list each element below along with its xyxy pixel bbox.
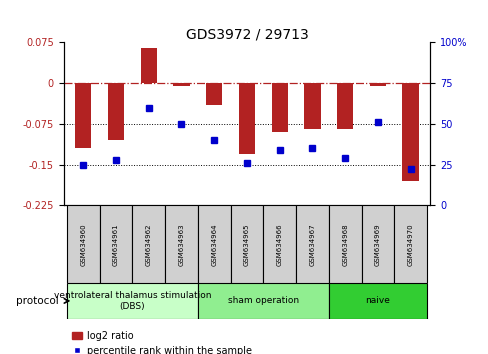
Bar [369, 83, 386, 86]
FancyBboxPatch shape [165, 205, 198, 283]
Text: GSM634965: GSM634965 [244, 223, 249, 266]
Bar [271, 83, 287, 132]
FancyBboxPatch shape [328, 283, 426, 319]
FancyBboxPatch shape [67, 283, 198, 319]
Text: GSM634967: GSM634967 [309, 223, 315, 266]
Text: sham operation: sham operation [227, 296, 298, 306]
Text: GSM634960: GSM634960 [80, 223, 86, 266]
FancyBboxPatch shape [198, 283, 328, 319]
FancyBboxPatch shape [263, 205, 295, 283]
Text: GSM634970: GSM634970 [407, 223, 413, 266]
Bar [107, 83, 124, 140]
FancyBboxPatch shape [100, 205, 132, 283]
Bar [336, 83, 353, 129]
FancyBboxPatch shape [361, 205, 393, 283]
Text: GSM634968: GSM634968 [342, 223, 347, 266]
Bar [238, 83, 255, 154]
Title: GDS3972 / 29713: GDS3972 / 29713 [185, 27, 308, 41]
Legend: log2 ratio, percentile rank within the sample: log2 ratio, percentile rank within the s… [68, 327, 255, 354]
Text: GSM634961: GSM634961 [113, 223, 119, 266]
Bar [304, 83, 320, 129]
Bar [140, 48, 157, 83]
Bar [173, 83, 189, 86]
FancyBboxPatch shape [198, 205, 230, 283]
Text: ventrolateral thalamus stimulation
(DBS): ventrolateral thalamus stimulation (DBS) [54, 291, 211, 310]
Text: GSM634966: GSM634966 [276, 223, 282, 266]
FancyBboxPatch shape [393, 205, 426, 283]
Text: GSM634962: GSM634962 [145, 223, 151, 266]
Text: GSM634963: GSM634963 [178, 223, 184, 266]
Text: GSM634969: GSM634969 [374, 223, 380, 266]
Text: GSM634964: GSM634964 [211, 223, 217, 266]
Bar [75, 83, 91, 148]
Bar [402, 83, 418, 181]
FancyBboxPatch shape [328, 205, 361, 283]
FancyBboxPatch shape [230, 205, 263, 283]
FancyBboxPatch shape [295, 205, 328, 283]
Text: naive: naive [365, 296, 389, 306]
Text: protocol: protocol [16, 296, 59, 306]
FancyBboxPatch shape [67, 205, 100, 283]
FancyBboxPatch shape [132, 205, 165, 283]
Bar [205, 83, 222, 105]
